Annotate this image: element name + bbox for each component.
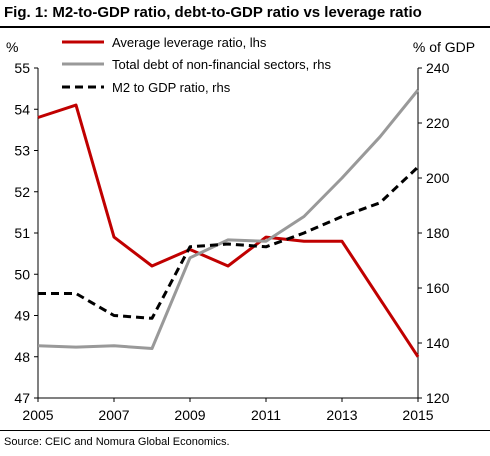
chart-title: Fig. 1: M2-to-GDP ratio, debt-to-GDP rat… (4, 4, 422, 21)
left-tick-label: 50 (14, 266, 30, 282)
left-axis-label: % (6, 39, 18, 55)
right-axis-label: % of GDP (413, 39, 475, 55)
right-tick-label: 160 (426, 280, 450, 296)
series-line-1 (37, 103, 420, 358)
footer-rule (0, 430, 490, 431)
right-tick-label: 220 (426, 115, 450, 131)
left-tick-label: 55 (14, 60, 30, 76)
legend-label-1: Average leverage ratio, lhs (112, 35, 267, 50)
x-tick-label: 2009 (174, 407, 205, 423)
series-lines (37, 89, 420, 358)
left-tick-label: 51 (14, 225, 30, 241)
left-tick-label: 47 (14, 390, 30, 406)
x-tick-label: 2013 (326, 407, 357, 423)
x-tick-label: 2011 (251, 407, 281, 423)
left-tick-label: 53 (14, 143, 30, 159)
left-tick-label: 49 (14, 308, 30, 324)
x-tick-label: 2005 (22, 407, 53, 423)
series-line-3 (38, 165, 420, 320)
x-tick-label: 2015 (402, 407, 433, 423)
chart-legend: Average leverage ratio, lhs Total debt of… (62, 35, 331, 95)
axes-group: 47 48 49 50 51 52 53 54 55 120 140 160 180 200 220 240 2… (6, 39, 475, 423)
legend-label-3: M2 to GDP ratio, rhs (112, 80, 231, 95)
x-tick-label: 2007 (98, 407, 129, 423)
legend-label-2: Total debt of non-financial sectors, rhs (112, 57, 331, 72)
right-tick-label: 200 (426, 170, 450, 186)
left-tick-label: 52 (14, 184, 30, 200)
right-tick-label: 140 (426, 335, 450, 351)
right-tick-label: 180 (426, 225, 450, 241)
left-tick-label: 48 (14, 349, 30, 365)
right-tick-label: 120 (426, 390, 450, 406)
right-tick-label: 240 (426, 60, 450, 76)
source-note: Source: CEIC and Nomura Global Economics… (4, 436, 230, 448)
left-tick-label: 54 (14, 101, 30, 117)
series-line-2 (37, 89, 420, 350)
title-rule (0, 26, 490, 28)
